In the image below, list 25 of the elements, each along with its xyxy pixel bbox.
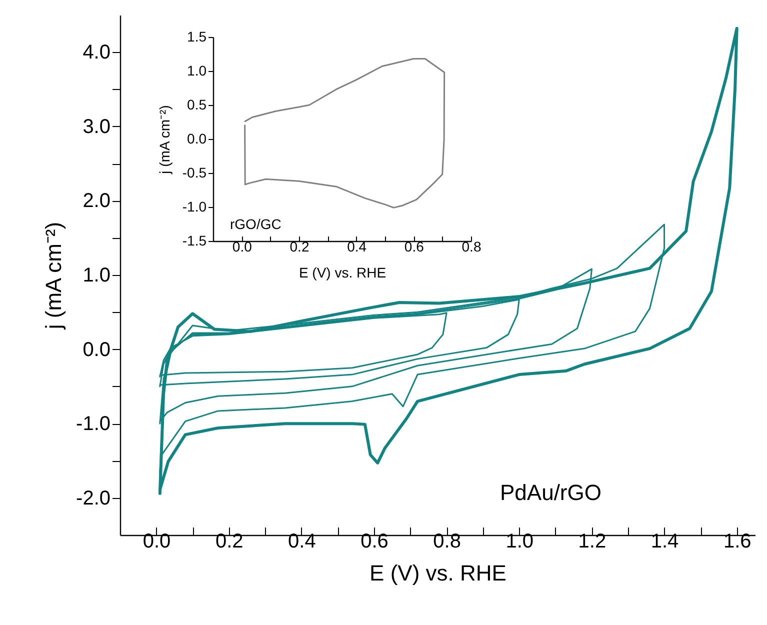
y-tick-label: -1.0: [76, 413, 110, 436]
y-tick-label: 1.0: [187, 62, 207, 78]
y-tick-label: 4.0: [82, 42, 110, 64]
y-tick-label: 1.5: [187, 28, 207, 44]
y-tick-label: 0.5: [187, 96, 207, 112]
y-tick-label: 1.0: [82, 264, 110, 286]
x-tick-label: 0.8: [462, 238, 482, 254]
y-tick-label: 0.0: [187, 130, 207, 146]
annotation: PdAu/rGO: [500, 480, 602, 505]
y-tick-label: -2.0: [76, 487, 110, 510]
y-axis-title: j (mA cm⁻²): [156, 105, 172, 175]
y-tick-label: -0.5: [182, 164, 207, 180]
y-axis-title: j (mA cm⁻²): [41, 222, 66, 330]
annotation: rGO/GC: [230, 216, 282, 232]
x-tick-label: 0.2: [290, 238, 310, 254]
x-tick-label: 0.4: [347, 238, 367, 254]
y-tick-label: 2.0: [82, 190, 110, 212]
y-tick-label: 3.0: [82, 116, 110, 138]
x-tick-label: 0.6: [404, 238, 424, 254]
x-axis-title: E (V) vs. RHE: [370, 560, 506, 586]
x-tick-label: 0.0: [232, 238, 252, 254]
y-tick-label: -1.0: [182, 198, 207, 214]
y-tick-label: -1.5: [182, 232, 207, 248]
x-axis-title: E (V) vs. RHE: [298, 264, 386, 280]
y-tick-label: 0.0: [82, 338, 110, 361]
